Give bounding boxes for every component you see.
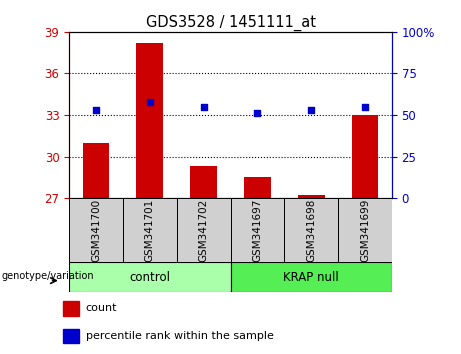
Text: GSM341701: GSM341701	[145, 199, 155, 262]
Title: GDS3528 / 1451111_at: GDS3528 / 1451111_at	[146, 14, 315, 30]
Point	[200, 104, 207, 110]
Text: GSM341697: GSM341697	[252, 198, 262, 262]
Bar	[298, 195, 325, 198]
Point	[146, 99, 154, 104]
Bar	[230, 198, 284, 262]
Text: KRAP null: KRAP null	[284, 270, 339, 284]
Bar	[230, 262, 392, 292]
Bar	[244, 177, 271, 198]
Text: GSM341698: GSM341698	[306, 198, 316, 262]
Text: GSM341702: GSM341702	[199, 199, 209, 262]
Bar	[69, 262, 230, 292]
Bar	[63, 301, 79, 316]
Bar	[136, 43, 163, 198]
Text: control: control	[130, 270, 170, 284]
Bar	[69, 198, 123, 262]
Point	[361, 104, 369, 110]
Bar	[63, 329, 79, 343]
Bar	[338, 198, 392, 262]
Bar	[83, 143, 109, 198]
Bar	[284, 198, 338, 262]
Bar	[123, 198, 177, 262]
Bar	[190, 166, 217, 198]
Bar	[177, 198, 230, 262]
Point	[307, 107, 315, 113]
Text: percentile rank within the sample: percentile rank within the sample	[85, 331, 273, 341]
Text: genotype/variation: genotype/variation	[1, 270, 94, 280]
Text: GSM341700: GSM341700	[91, 199, 101, 262]
Point	[254, 110, 261, 116]
Text: GSM341699: GSM341699	[360, 198, 370, 262]
Point	[92, 107, 100, 113]
Bar	[351, 115, 378, 198]
Text: count: count	[85, 303, 117, 313]
